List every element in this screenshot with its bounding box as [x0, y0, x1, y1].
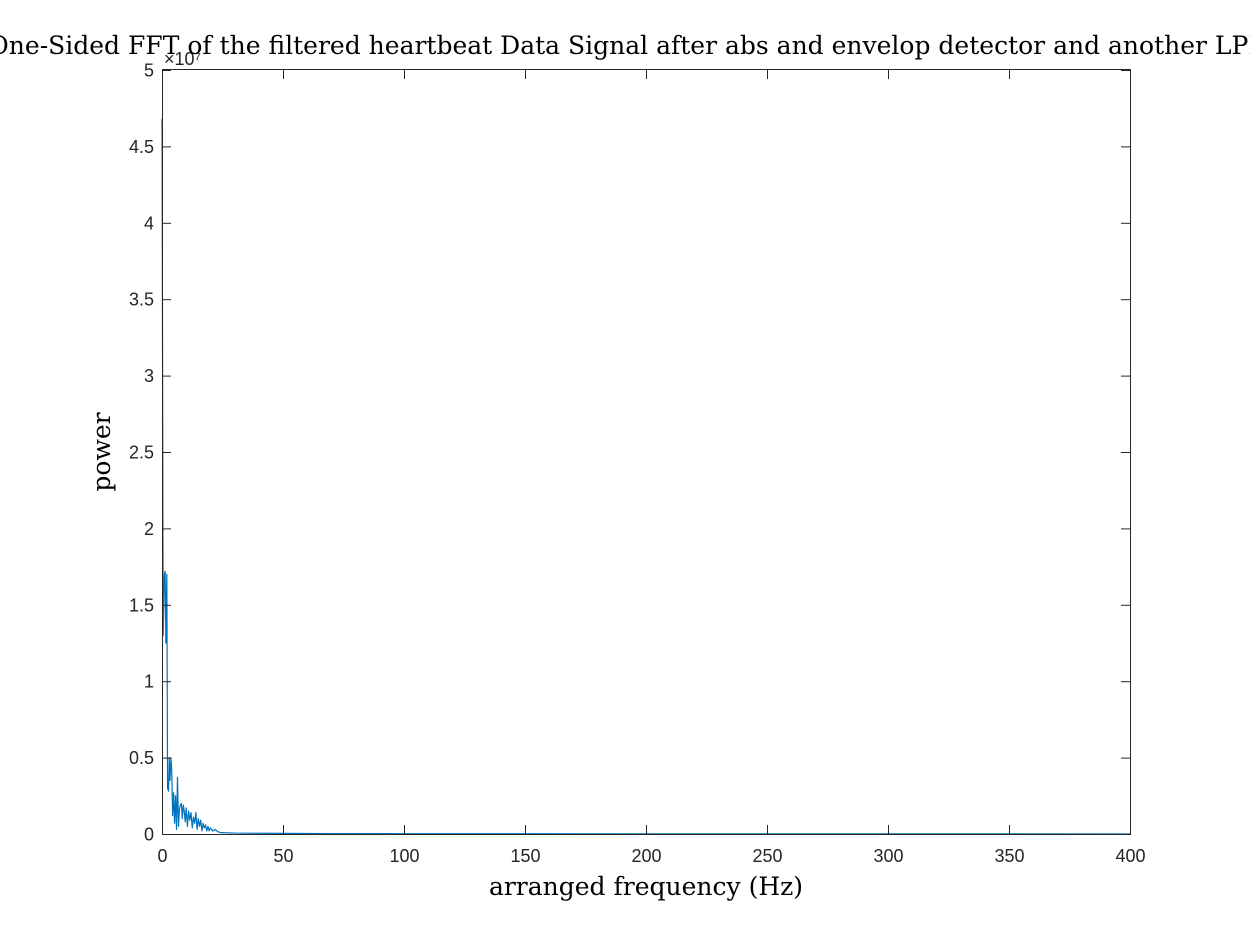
x-tick-label: 100 — [389, 846, 419, 866]
x-tick-label: 200 — [631, 846, 661, 866]
x-tick-label: 250 — [752, 846, 782, 866]
x-tick-label: 150 — [510, 846, 540, 866]
plot-line-group — [161, 118, 1131, 835]
x-tick-label: 350 — [994, 846, 1024, 866]
y-tick-label: 4.5 — [129, 137, 154, 157]
x-tick-label: 400 — [1115, 846, 1145, 866]
series-line-0 — [161, 118, 1131, 835]
x-tick-label: 300 — [873, 846, 903, 866]
y-tick-label: 2 — [144, 519, 154, 539]
x-axis-ticks: 0 50 100 150 200 250 300 350 400 — [157, 70, 1146, 866]
chart-title: One-Sided FFT of the filtered heartbeat … — [0, 31, 1250, 60]
y-tick-label: 3.5 — [129, 290, 154, 310]
x-axis-label: arranged frequency (Hz) — [489, 872, 803, 901]
y-tick-label: 5 — [144, 61, 154, 81]
y-tick-label: 3 — [144, 366, 154, 386]
y-tick-label: 2.5 — [129, 443, 154, 463]
y-tick-label: 4 — [144, 213, 154, 233]
axes-box — [162, 69, 1131, 835]
y-tick-label: 0 — [144, 825, 154, 845]
y-axis-ticks: 0 0.5 1 1.5 2 2.5 3 3.5 4 4.5 5 — [129, 61, 1130, 845]
y-axis-exponent: ×10⁷ — [164, 49, 201, 69]
y-tick-label: 0.5 — [129, 748, 154, 768]
y-axis-label: power — [87, 412, 116, 491]
y-tick-label: 1.5 — [129, 595, 154, 615]
y-tick-label: 1 — [144, 672, 154, 692]
x-tick-label: 0 — [157, 846, 167, 866]
x-tick-label: 50 — [273, 846, 293, 866]
